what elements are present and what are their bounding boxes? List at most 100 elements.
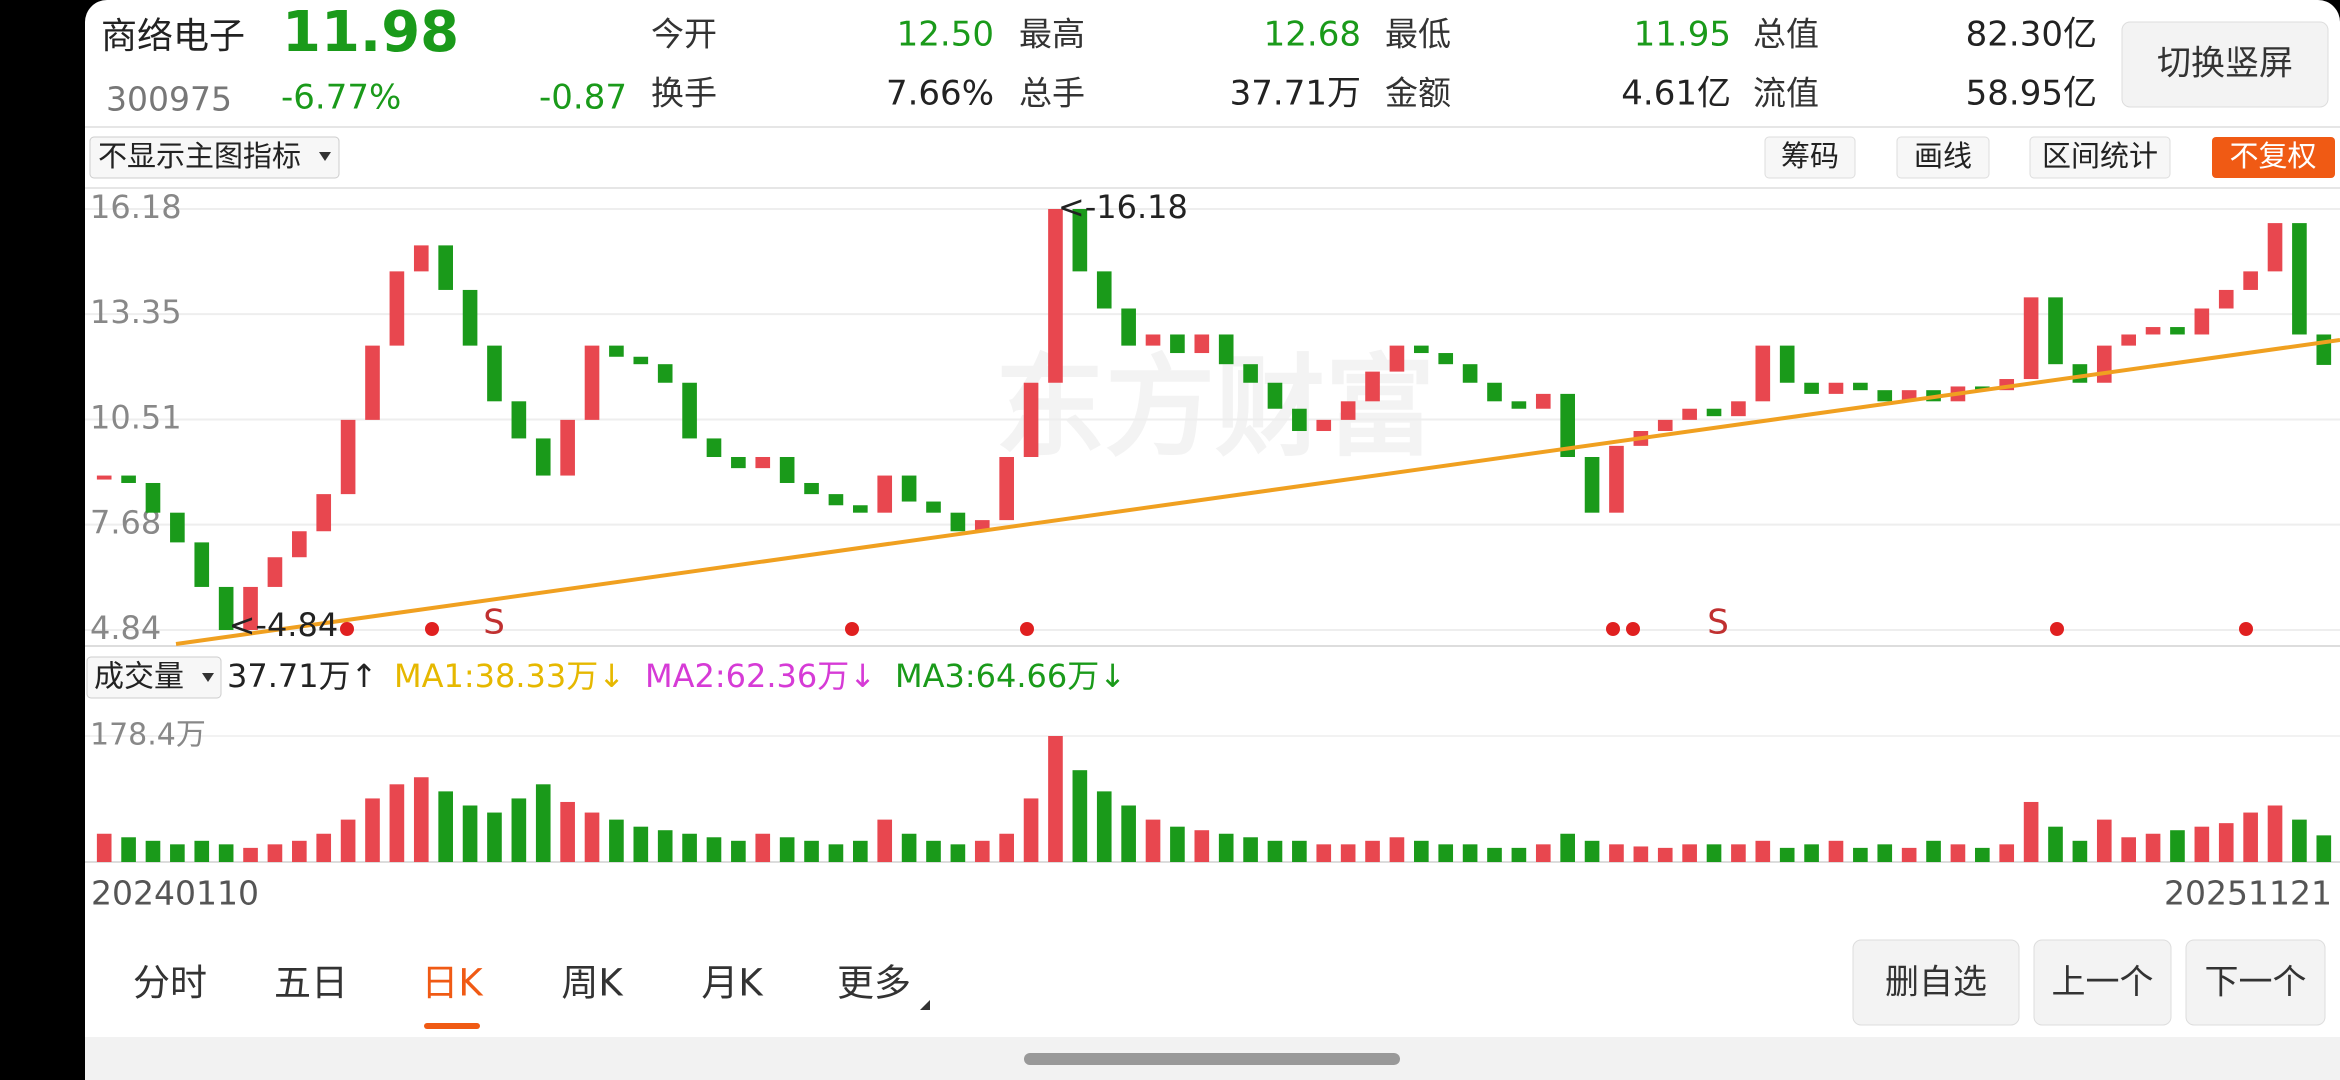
tool-label[interactable]: 画线 [1914,139,1972,173]
stat-label: 金额 [1385,74,1451,113]
volume-bar [511,798,527,862]
date-label: 20240110 [91,874,259,913]
volume-bar [2218,823,2234,862]
candle [316,494,332,532]
button-label[interactable]: 删自选 [1885,963,1987,1003]
volume-bar [731,840,746,862]
tab[interactable]: 日K [421,962,484,1005]
volume-bar [340,819,356,862]
volume-bar [535,784,551,862]
tool-label[interactable]: 区间统计 [2042,139,2158,173]
stat-value: 12.50 [897,15,994,55]
button[interactable] [1852,939,2020,1026]
volume-bar [1267,840,1283,862]
signal-dot [340,622,354,636]
adjust-button[interactable] [2212,137,2335,178]
ma-label: MA1:38.33万↓ [394,657,625,695]
candle [682,382,697,439]
volume-bar [121,837,136,862]
volume-bar [1755,840,1771,862]
volume-bar [609,819,624,862]
volume-bar [974,840,990,862]
y-tick-label: 13.35 [90,293,182,331]
candle [779,456,795,483]
button[interactable] [2121,21,2329,108]
candle [2218,289,2234,309]
candle [1511,401,1527,409]
candle [2048,297,2063,365]
volume-bar [901,833,917,862]
y-tick-label: 16.18 [90,188,182,226]
candle [292,531,307,558]
tab[interactable]: 月K [701,962,764,1005]
volume-select[interactable] [86,656,222,699]
home-indicator [1024,1053,1400,1065]
trend-line [175,338,2340,646]
tab[interactable]: 周K [561,962,624,1005]
button-label[interactable]: 切换竖屏 [2157,44,2293,84]
tool-label[interactable]: 筹码 [1781,139,1839,173]
volume-bar [2316,835,2332,862]
button[interactable] [2033,939,2172,1026]
volume-bar [1657,847,1673,862]
volume-bar [584,812,600,862]
candle [1121,308,1136,346]
tool-button[interactable] [1764,136,1856,179]
tool-button[interactable] [1896,136,1990,179]
tab[interactable]: 更多 [837,962,911,1005]
volume-bar [438,791,453,862]
volume-bar [1682,844,1697,862]
volume-bar [828,844,844,862]
volume-bar [1365,840,1380,862]
adjust-label[interactable]: 不复权 [2229,139,2316,173]
candle [145,482,161,513]
button-label[interactable]: 下一个 [2205,963,2307,1003]
volume-label[interactable]: 成交量 [94,660,184,695]
volume-bar [1633,846,1649,862]
volume-bar [682,833,697,862]
candle [1023,382,1039,457]
button[interactable] [2185,939,2326,1026]
stat-value: 7.66% [886,74,994,114]
candle [1096,271,1112,309]
volume-bar [1999,844,2015,862]
indicator-select[interactable] [89,136,340,179]
volume-bar [1706,844,1722,862]
panel [85,0,2340,1080]
candle [2316,334,2332,365]
candle [1828,382,1844,394]
candle [706,438,722,457]
candle [194,542,210,587]
tab[interactable]: 分时 [133,962,207,1005]
stat-label: 最低 [1385,15,1451,54]
candle [1657,419,1673,432]
volume-bar [2267,805,2283,862]
volume-bar [1438,844,1454,862]
ma-label: MA2:62.36万↓ [645,657,876,695]
tab[interactable]: 五日 [274,962,348,1005]
tool-button[interactable] [2029,136,2171,179]
button-label[interactable]: 上一个 [2052,963,2154,1003]
volume-bar [779,837,795,862]
volume-bar [170,844,185,862]
date-label: 20251121 [2164,874,2332,913]
volume-bar [633,826,649,862]
volume-bar [853,840,868,862]
signal-dot [2050,622,2064,636]
volume-bar [1901,847,1917,862]
candle [243,586,258,630]
indicator-label[interactable]: 不显示主图指标 [98,139,301,173]
candle [1584,456,1600,513]
volume-bar [926,840,941,862]
candle [462,289,478,346]
candle [657,364,673,383]
y-tick-label: 4.84 [90,609,161,647]
candle [2145,327,2161,335]
signal-dot [2239,622,2253,636]
volume-bar [1853,847,1868,862]
stat-label: 换手 [651,74,717,113]
ma-label: MA3:64.66万↓ [895,657,1126,695]
volume-bar [365,798,380,862]
volume-bar [657,830,673,862]
stat-value: 82.30亿 [1966,15,2097,55]
